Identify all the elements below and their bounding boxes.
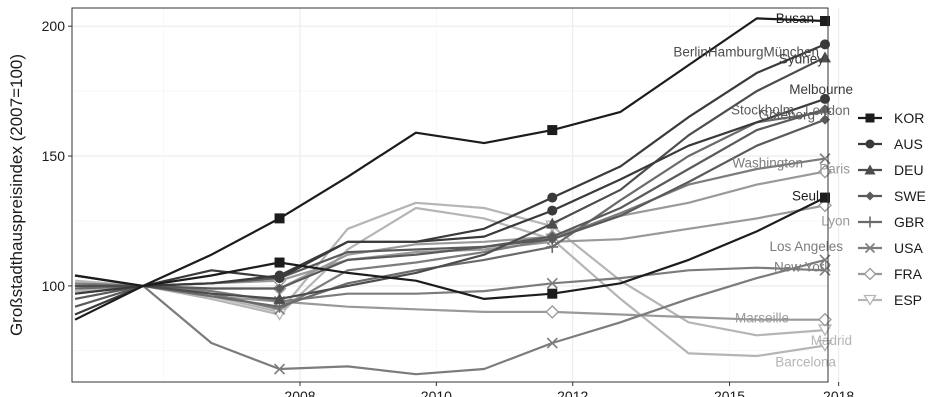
data-point — [545, 304, 560, 319]
legend-label: DEU — [894, 162, 924, 178]
data-point — [274, 283, 285, 294]
x-tick-label: 2010 — [421, 388, 452, 397]
series-line — [75, 56, 826, 300]
city-label: Paris — [819, 162, 850, 177]
city-label: BerlinHamburgMünchen — [673, 44, 819, 59]
series-layer — [74, 15, 833, 376]
data-point — [273, 363, 286, 375]
y-tick-label: 100 — [42, 278, 66, 294]
city-label: Los Angeles — [769, 239, 843, 254]
series-line — [74, 97, 826, 316]
legend: KOR AUS DEU SWE GBR USA FRA ESP — [858, 110, 926, 308]
city-label: New York — [774, 259, 831, 274]
legend-label: GBR — [894, 214, 924, 230]
y-axis-label: Großstadthauspreisindex (2007=100) — [7, 54, 26, 336]
city-label: Stockholm — [731, 102, 794, 117]
city-label: Göteborg — [759, 108, 815, 123]
series-seul — [74, 192, 830, 300]
city-label: Melbourne — [789, 82, 853, 97]
data-point — [820, 15, 830, 26]
legend-marker — [863, 267, 877, 281]
city-label: Lyon — [821, 213, 850, 228]
city-label: Washington — [732, 156, 803, 171]
data-point — [274, 213, 285, 224]
series-g-teborg — [74, 114, 830, 300]
legend-item-usa: USA — [858, 240, 923, 256]
data-point — [546, 337, 558, 349]
legend-item-kor: KOR — [858, 110, 924, 126]
data-point — [274, 273, 285, 284]
plot-background — [72, 8, 828, 382]
city-label: Marseille — [735, 311, 789, 326]
data-point — [546, 217, 559, 229]
legend-marker — [863, 294, 877, 306]
series-line — [74, 258, 826, 376]
legend-label: FRA — [894, 266, 923, 282]
series-berlinhamburgm-nchen — [75, 51, 831, 304]
legend-marker — [864, 216, 876, 228]
legend-label: USA — [894, 240, 923, 256]
city-label: Seul — [792, 189, 819, 204]
legend-marker — [864, 164, 876, 175]
legend-item-deu: DEU — [858, 162, 924, 178]
city-label: Sydney — [779, 51, 824, 66]
plot-panel-frame — [71, 7, 829, 383]
x-tick-label: 2015 — [714, 388, 745, 397]
legend-item-esp: ESP — [858, 292, 922, 308]
data-point — [273, 292, 286, 304]
legend-marker — [865, 113, 875, 123]
series-busan — [74, 15, 830, 321]
legend-label: AUS — [894, 136, 923, 152]
city-label: Madrid — [811, 333, 852, 348]
series-line — [74, 118, 826, 300]
series-line — [74, 196, 826, 300]
series-line — [74, 206, 826, 358]
legend-item-fra: FRA — [858, 266, 923, 282]
legend-marker — [864, 242, 876, 254]
data-point — [547, 288, 558, 299]
legend-label: SWE — [894, 188, 926, 204]
data-point — [547, 192, 558, 203]
x-tick-label: 2008 — [284, 388, 315, 397]
legend-item-swe: SWE — [858, 188, 926, 204]
city-label: Busan — [776, 11, 814, 26]
legend-label: ESP — [894, 292, 922, 308]
data-point — [547, 205, 558, 216]
x-tick-label: 2012 — [557, 388, 588, 397]
x-tick-label: 2018 — [823, 388, 854, 397]
series-line — [74, 17, 826, 321]
city-label: Barcelona — [775, 355, 836, 370]
city-label: London — [805, 103, 850, 118]
legend-marker — [865, 191, 875, 201]
legend-item-aus: AUS — [858, 136, 923, 152]
series-line — [74, 110, 826, 308]
legend-label: KOR — [894, 110, 924, 126]
series-line — [74, 266, 826, 303]
data-point — [547, 125, 558, 136]
data-point — [820, 192, 830, 203]
axis-layer: 100 150 200 2008 2010 2012 2015 2018 — [42, 18, 855, 397]
legend-item-gbr: GBR — [858, 214, 924, 230]
series-line — [74, 43, 826, 295]
y-tick-label: 150 — [42, 148, 66, 164]
legend-marker — [865, 139, 875, 149]
grid — [72, 8, 840, 382]
y-tick-label: 200 — [42, 18, 66, 34]
data-point — [547, 234, 558, 245]
data-point — [546, 277, 558, 289]
data-point — [274, 257, 285, 268]
